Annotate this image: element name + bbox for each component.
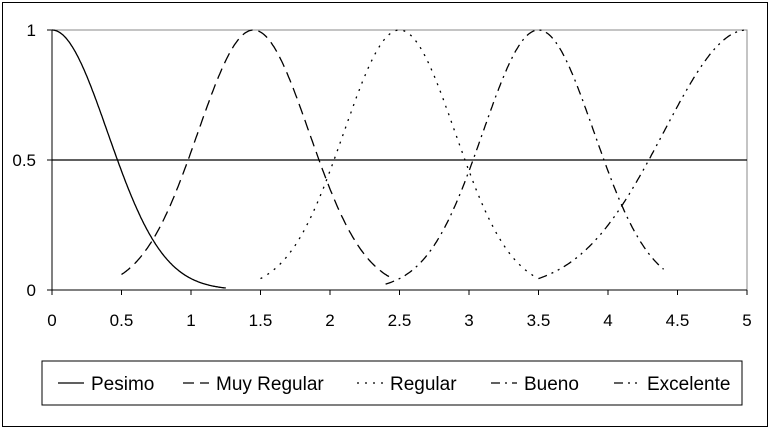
series-line-muy-regular [121,29,393,280]
x-tick-label: 5 [742,311,751,330]
legend: Pesimo Muy Regular Regular Bueno Excelente [58,374,730,395]
x-tick-label: 4 [603,311,612,330]
y-tick-label: 0.5 [12,151,36,170]
legend-label: Muy Regular [216,374,324,395]
series-layer [52,29,747,289]
legend-label: Bueno [524,374,579,395]
legend-label: Excelente [647,374,730,395]
series-line-regular [260,29,539,280]
x-tick-label: 0 [47,311,56,330]
x-tick-label: 1.5 [249,311,273,330]
y-tick-label: 1 [27,21,36,40]
tick-layer: 0 0.5 1 1.5 2 2.5 3 3.5 4 4.5 5 0 0.5 1 [12,21,751,330]
series-line-pesimo [52,29,226,289]
legend-label: Pesimo [91,374,154,395]
x-tick-label: 2 [325,311,334,330]
legend-box [41,360,743,406]
x-tick-label: 1 [186,311,195,330]
x-tick-label: 4.5 [666,311,690,330]
y-tick-label: 0 [27,281,36,300]
x-tick-label: 0.5 [110,311,134,330]
x-tick-label: 3.5 [527,311,551,330]
x-tick-label: 3 [464,311,473,330]
legend-label: Regular [390,374,457,395]
x-tick-label: 2.5 [388,311,412,330]
